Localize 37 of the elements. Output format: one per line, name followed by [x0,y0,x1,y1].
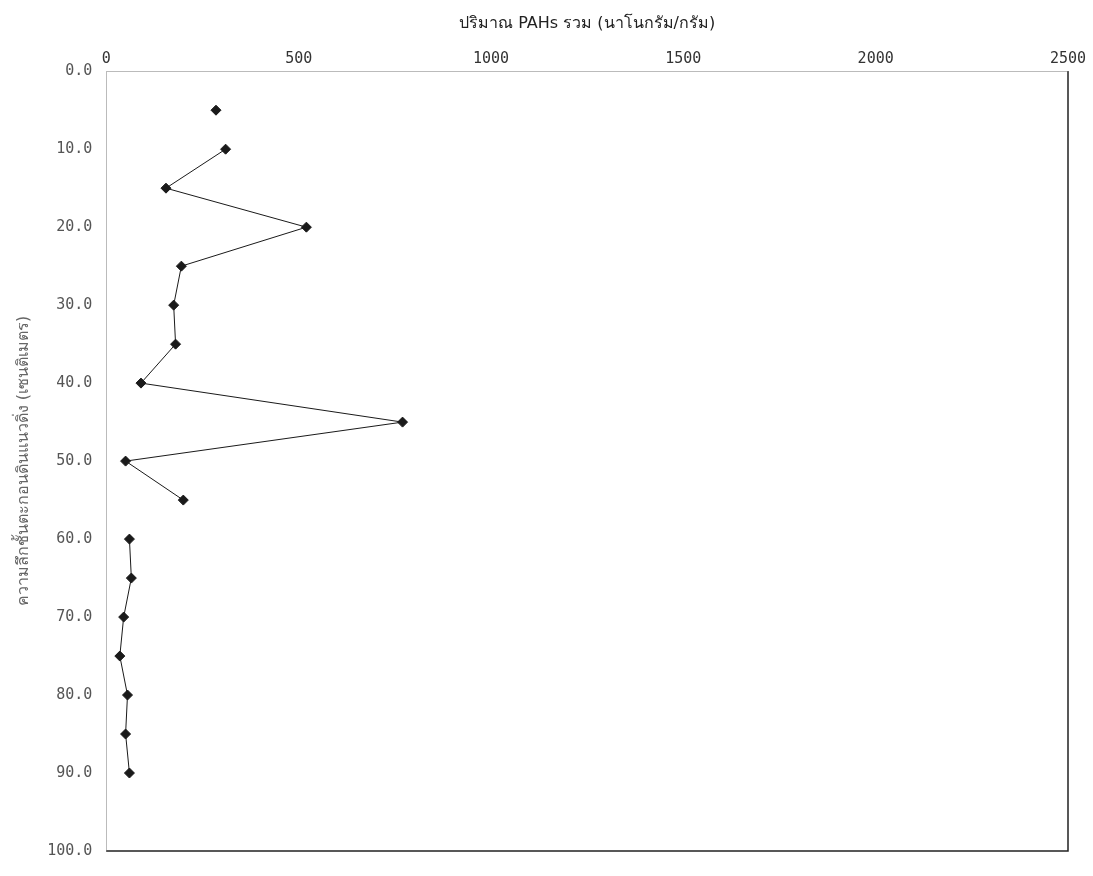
point [175,260,187,272]
y-tick-label: 50.0 [56,450,93,469]
y-tick-label: 60.0 [56,528,93,547]
point [170,338,182,350]
y-tick-label: 30.0 [56,295,93,314]
point [125,572,137,584]
y-tick-label: 10.0 [56,139,93,158]
y-tick-label: 80.0 [56,684,93,703]
point [114,650,126,662]
point [120,728,132,740]
x-tick-label: 1500 [665,49,702,68]
point [123,767,135,779]
point [168,299,180,311]
point [120,455,132,467]
x-tick-label: 1000 [472,49,510,68]
point [177,494,189,506]
y-tick-label: 90.0 [56,762,93,781]
x-tick-label: 0 [101,49,111,68]
x-tick-label: 2000 [857,49,894,68]
y-tick-label: 70.0 [56,606,93,625]
point [135,377,147,389]
y-tick-label: 40.0 [56,373,93,392]
x-axis-title: ปริมาณ PAHs รวม (นาโนกรัม/กรัม) [459,12,716,32]
point [220,143,232,155]
y-tick-label: 0.0 [65,61,93,80]
point [397,416,409,428]
point [118,611,130,623]
point [123,533,135,545]
x-tick-label: 500 [285,49,313,68]
y-axis-title: ความลึกชั้นตะกอนดินแนวดิ่ง (เซนติเมตร) [10,315,32,607]
x-tick-label: 2500 [1049,49,1087,68]
y-tick-label: 100.0 [47,840,93,859]
point [160,182,172,194]
point [210,104,222,116]
point [300,221,312,233]
point [122,689,134,701]
y-tick-label: 20.0 [56,217,93,236]
